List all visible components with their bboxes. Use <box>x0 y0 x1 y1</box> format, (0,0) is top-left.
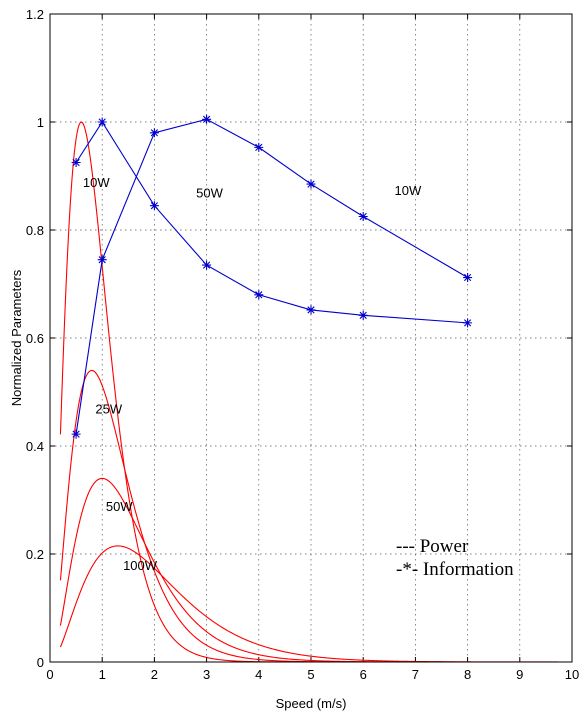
information-label-10W: 10W <box>395 183 422 198</box>
information-curve-50W <box>75 120 468 324</box>
information-marker <box>71 429 81 439</box>
information-curve-10W <box>75 118 468 435</box>
information-marker <box>463 273 473 283</box>
legend: --- Power -*- Information <box>396 536 514 580</box>
information-marker <box>358 212 368 221</box>
information-marker <box>306 305 316 315</box>
x-tick-label: 3 <box>203 667 210 682</box>
power-label-50W: 50W <box>106 499 133 514</box>
x-tick-label: 1 <box>99 667 106 682</box>
y-tick-label: 0.8 <box>26 223 44 238</box>
x-tick-label: 9 <box>516 667 523 682</box>
x-tick-label: 2 <box>151 667 158 682</box>
information-marker <box>202 114 212 124</box>
y-tick-label: 1 <box>37 115 44 130</box>
x-axis-label: Speed (m/s) <box>276 696 347 711</box>
y-axis-label: Normalized Parameters <box>9 269 24 406</box>
power-curves <box>59 121 572 663</box>
information-marker <box>306 179 316 189</box>
legend-entry-information: -*- Information <box>396 559 514 580</box>
x-tick-label: 5 <box>307 667 314 682</box>
x-tick-label: 0 <box>46 667 53 682</box>
information-label-50W: 50W <box>196 186 223 201</box>
x-tick-label: 7 <box>412 667 419 682</box>
information-marker <box>97 117 107 127</box>
y-tick-label: 0.2 <box>26 547 44 562</box>
information-curves <box>71 114 473 439</box>
power-curve-25W <box>59 369 572 663</box>
information-marker <box>149 128 159 138</box>
y-tick-label: 0.6 <box>26 331 44 346</box>
information-marker <box>254 142 264 152</box>
y-tick-label: 0 <box>37 655 44 670</box>
information-marker <box>149 201 159 211</box>
power-curve-10W <box>59 121 572 663</box>
x-tick-labels: 0 1 2 3 4 5 6 7 8 9 10 <box>46 667 579 682</box>
power-label-100W: 100W <box>123 558 158 573</box>
information-marker <box>463 318 473 328</box>
information-marker <box>71 158 81 167</box>
x-tick-label: 6 <box>360 667 367 682</box>
y-tick-label: 1.2 <box>26 7 44 22</box>
information-marker <box>358 310 368 320</box>
x-tick-label: 10 <box>565 667 579 682</box>
y-tick-label: 0.4 <box>26 439 44 454</box>
curve-annotations: 10W 25W 50W 100W 10W 50W <box>83 175 422 573</box>
information-marker <box>254 290 264 300</box>
information-marker <box>202 260 212 270</box>
x-tick-label: 8 <box>464 667 471 682</box>
plot-frame <box>49 13 573 663</box>
information-marker <box>97 255 107 265</box>
power-label-25W: 25W <box>95 402 122 417</box>
y-tick-labels: 0 0.2 0.4 0.6 0.8 1 1.2 <box>26 7 44 670</box>
grid <box>49 13 573 663</box>
x-tick-label: 4 <box>255 667 262 682</box>
legend-entry-power: --- Power <box>396 536 469 557</box>
power-label-10W: 10W <box>83 175 110 190</box>
